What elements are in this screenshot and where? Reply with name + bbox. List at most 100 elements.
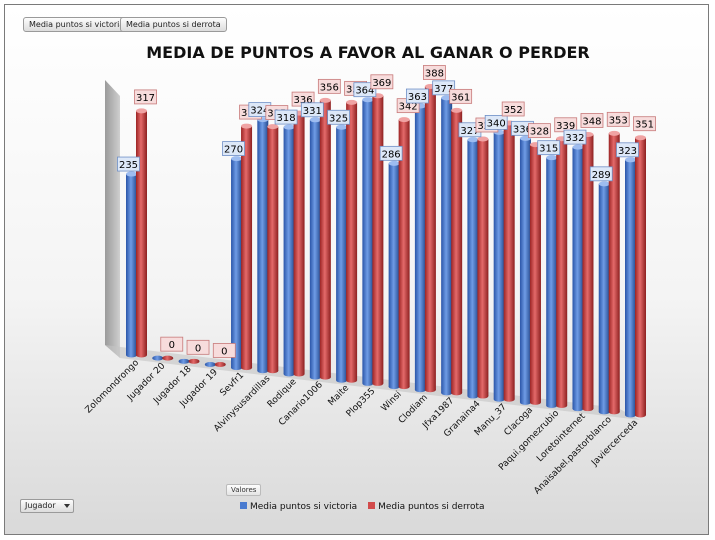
bar-derrota-15-base [529, 399, 541, 405]
bar-victoria-7-body [309, 119, 321, 378]
label-victoria-10: 286 [379, 145, 403, 161]
bar-victoria-4 [231, 156, 243, 371]
bar-derrota-17-base [582, 406, 594, 412]
bar-victoria-8-base [336, 377, 348, 383]
bar-victoria-16-body [546, 157, 558, 406]
bar-victoria-16 [546, 155, 558, 409]
label-victoria-15: 336 [511, 120, 534, 136]
label-derrota-3-text: 0 [221, 346, 227, 357]
bar-victoria-10-body [388, 163, 400, 387]
bar-derrota-12-base [451, 390, 463, 396]
jugador-filter-dropdown[interactable]: Jugador [20, 499, 74, 513]
label-derrota-11-box [422, 65, 446, 80]
bar-victoria-14-base [493, 396, 505, 402]
bar-derrota-1-base [162, 355, 174, 361]
bar-derrota-6-base [293, 371, 305, 377]
legend: Media puntos si victoria Media puntos si… [240, 502, 493, 516]
label-derrota-10-text: 342 [399, 102, 418, 113]
label-derrota-14-box [501, 101, 525, 117]
bar-victoria-4-base [231, 365, 243, 371]
label-victoria-4: 270 [222, 141, 245, 156]
bar-derrota-12-top [451, 107, 463, 113]
bar-derrota-10-base [398, 384, 410, 390]
bar-derrota-8-body [346, 102, 358, 381]
bar-victoria-19-base [625, 412, 636, 418]
legend-swatch-victoria [240, 502, 247, 509]
bar-victoria-0 [126, 171, 137, 358]
label-victoria-0-text: 235 [119, 160, 138, 171]
bar-derrota-15-body [529, 144, 541, 403]
label-derrota-18-text: 353 [609, 115, 628, 126]
jugador-filter-label: Jugador [25, 501, 56, 510]
label-victoria-14: 340 [484, 115, 508, 130]
bar-victoria-18-base [598, 409, 610, 415]
label-victoria-13-text: 327 [460, 126, 479, 137]
bar-victoria-6-body [283, 127, 295, 374]
bar-derrota-0 [136, 108, 147, 358]
category-label-5: Alvinysusardillas [212, 374, 272, 434]
bar-derrota-2-base [188, 358, 200, 364]
label-derrota-3: 0 [212, 343, 236, 358]
bar-derrota-5 [267, 124, 279, 374]
label-victoria-6: 318 [274, 109, 298, 125]
bar-derrota-11 [424, 83, 436, 393]
bar-derrota-15 [529, 142, 541, 405]
bar-victoria-0-top [126, 171, 137, 177]
bar-victoria-18-top [598, 181, 610, 187]
field-button-derrota[interactable]: Media puntos si derrota [120, 17, 227, 32]
label-derrota-0-text: 317 [136, 93, 155, 104]
label-derrota-12-text: 361 [451, 92, 470, 103]
label-derrota-17-box [580, 113, 604, 128]
label-victoria-0: 235 [117, 156, 140, 172]
label-derrota-15-box [528, 123, 551, 139]
bar-victoria-19-top [625, 157, 636, 163]
label-victoria-5-text: 324 [250, 106, 269, 117]
bar-derrota-13-top [477, 136, 489, 142]
bar-victoria-8 [336, 124, 348, 383]
label-victoria-4-text: 270 [224, 145, 243, 156]
bar-derrota-16-base [556, 403, 568, 409]
bar-derrota-10-top [398, 117, 410, 123]
label-victoria-10-text: 286 [382, 149, 401, 160]
label-victoria-8: 325 [327, 109, 351, 125]
bar-victoria-17-top [572, 144, 584, 150]
bar-derrota-18-top [608, 130, 620, 136]
bar-victoria-7 [309, 117, 321, 380]
label-derrota-16: 339 [554, 117, 578, 133]
bar-victoria-6-top [283, 124, 295, 130]
bar-victoria-13-body [467, 139, 479, 397]
label-victoria-16-box [537, 140, 561, 156]
bar-derrota-11-body [424, 86, 436, 390]
category-label-0: Zolomondrongo [84, 358, 142, 416]
bar-derrota-14 [503, 120, 515, 402]
bar-derrota-0-top [136, 108, 147, 114]
bar-victoria-16-base [546, 403, 558, 409]
bar-victoria-1-base [152, 355, 164, 361]
values-field-button[interactable]: Valores [226, 484, 262, 496]
label-derrota-18: 353 [606, 111, 630, 127]
label-victoria-17: 332 [563, 129, 587, 145]
bar-derrota-17-body [582, 134, 594, 409]
category-label-4: Sevfr1 [218, 371, 246, 399]
label-victoria-10-box [379, 145, 403, 161]
bar-derrota-5-top [267, 124, 279, 130]
label-victoria-16: 315 [537, 140, 561, 156]
label-derrota-19: 351 [633, 116, 656, 132]
bar-derrota-18-body [608, 133, 620, 412]
label-victoria-8-box [327, 109, 351, 125]
label-derrota-14-text: 352 [504, 105, 523, 116]
label-derrota-2-text: 0 [195, 343, 201, 354]
bar-derrota-9 [372, 93, 384, 386]
label-derrota-0: 317 [134, 89, 157, 105]
bar-victoria-13-base [467, 393, 479, 399]
legend-item-victoria: Media puntos si victoria [240, 502, 357, 512]
label-derrota-17: 348 [580, 113, 604, 128]
label-derrota-2-box [186, 339, 210, 355]
label-victoria-18-text: 289 [592, 170, 611, 181]
bar-derrota-7-body [319, 100, 331, 378]
bar-derrota-10 [398, 117, 410, 390]
bar-derrota-14-base [503, 396, 515, 402]
label-victoria-14-box [484, 115, 508, 130]
bar-victoria-15-base [519, 399, 531, 405]
label-derrota-11-text: 388 [425, 68, 444, 79]
